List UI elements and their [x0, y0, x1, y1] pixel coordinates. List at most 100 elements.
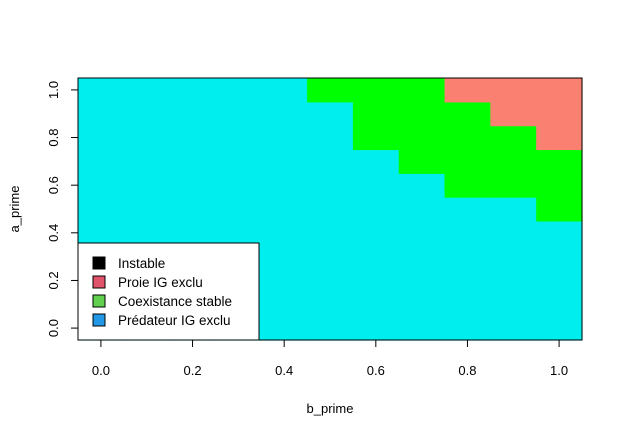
heatmap-cell: [215, 149, 262, 174]
heatmap-cell: [307, 125, 354, 151]
heatmap-cell: [352, 78, 400, 103]
x-tick-label: 0.8: [458, 363, 476, 378]
heatmap-cell: [490, 220, 537, 246]
heatmap-cell: [169, 197, 217, 222]
heatmap-cell: [444, 78, 491, 103]
heatmap-cell: [444, 268, 491, 293]
heatmap-cell: [261, 292, 308, 317]
y-axis: 0.0 0.2 0.4 0.6 0.8 1.0: [46, 81, 79, 337]
heatmap-cell: [398, 316, 446, 341]
heatmap-cell: [123, 220, 171, 246]
heatmap-cell: [123, 101, 171, 127]
y-tick-label: 0.4: [46, 224, 61, 242]
x-tick-label: 0.2: [184, 363, 202, 378]
x-axis: 0.0 0.2 0.4 0.6 0.8 1.0: [92, 339, 568, 378]
heatmap-cell: [536, 197, 583, 222]
heatmap-cell: [490, 268, 537, 293]
heatmap-cell: [352, 173, 400, 198]
legend-box: [77, 242, 260, 341]
heatmap-cell: [215, 197, 262, 222]
heatmap-cell: [261, 220, 308, 246]
heatmap-cell: [215, 220, 262, 246]
legend-label: Coexistance stable: [118, 294, 232, 309]
heatmap-cell: [261, 244, 308, 270]
legend-items: Instable Proie IG exclu Coexistance stable…: [92, 256, 232, 328]
heatmap-cell: [352, 292, 400, 317]
heatmap-cell: [169, 78, 217, 103]
heatmap-cell: [352, 316, 400, 341]
x-tick-label: 0.4: [275, 363, 293, 378]
heatmap-cell: [123, 173, 171, 198]
heatmap-cell: [536, 268, 583, 293]
heatmap-cell: [78, 149, 125, 174]
heatmap-cell: [307, 78, 354, 103]
heatmap-cell: [490, 197, 537, 222]
heatmap-cell: [307, 292, 354, 317]
heatmap-cell: [398, 149, 446, 174]
heatmap-cell: [261, 268, 308, 293]
heatmap-cell: [215, 125, 262, 151]
heatmap-cell: [536, 292, 583, 317]
legend: Instable Proie IG exclu Coexistance stable…: [77, 242, 260, 341]
heatmap-cell: [490, 78, 537, 103]
heatmap-cell: [536, 316, 583, 341]
heatmap-cell: [123, 149, 171, 174]
heatmap-cell: [352, 268, 400, 293]
heatmap-cell: [490, 316, 537, 341]
heatmap-cell: [352, 244, 400, 270]
heatmap-cell: [78, 220, 125, 246]
heatmap-cell: [352, 220, 400, 246]
heatmap-cell: [444, 292, 491, 317]
heatmap-cell: [169, 173, 217, 198]
heatmap-cell: [78, 197, 125, 222]
legend-label: Prédateur IG exclu: [118, 313, 231, 328]
y-tick-label: 1.0: [46, 81, 61, 99]
legend-swatch: [92, 275, 106, 289]
heatmap-cell: [490, 125, 537, 151]
heatmap-cell: [215, 173, 262, 198]
heatmap-cell: [536, 220, 583, 246]
heatmap-cell: [307, 220, 354, 246]
heatmap-cell: [398, 101, 446, 127]
x-axis-title: b_prime: [307, 401, 354, 416]
heatmap-cell: [444, 125, 491, 151]
legend-label: Instable: [118, 256, 165, 271]
heatmap-cell: [490, 173, 537, 198]
y-tick-label: 0.2: [46, 271, 61, 289]
heatmap-cell: [444, 220, 491, 246]
y-tick-label: 0.8: [46, 129, 61, 147]
heatmap-cell: [78, 78, 125, 103]
x-tick-label: 1.0: [550, 363, 568, 378]
heatmap-cell: [398, 78, 446, 103]
heatmap-cell: [261, 197, 308, 222]
heatmap-cell: [123, 197, 171, 222]
y-axis-title: a_prime: [7, 186, 22, 233]
x-tick-label: 0.6: [367, 363, 385, 378]
heatmap-cell: [307, 149, 354, 174]
heatmap-cell: [398, 268, 446, 293]
heatmap-cell: [490, 292, 537, 317]
heatmap-cell: [307, 316, 354, 341]
heatmap-cell: [444, 244, 491, 270]
legend-swatch: [92, 256, 106, 270]
heatmap-cell: [261, 78, 308, 103]
heatmap-cell: [490, 244, 537, 270]
heatmap-cell: [78, 173, 125, 198]
heatmap-cell: [78, 125, 125, 151]
heatmap-cell: [536, 125, 583, 151]
heatmap-cell: [444, 173, 491, 198]
legend-swatch: [92, 294, 106, 308]
heatmap-cell: [352, 101, 400, 127]
heatmap-cell: [490, 101, 537, 127]
heatmap-cell: [444, 149, 491, 174]
heatmap-cell: [78, 101, 125, 127]
heatmap-cell: [398, 220, 446, 246]
heatmap-cell: [398, 173, 446, 198]
heatmap-cell: [261, 316, 308, 341]
heatmap-cell: [123, 78, 171, 103]
heatmap-cell: [444, 101, 491, 127]
heatmap-cell: [261, 173, 308, 198]
y-tick-label: 0.0: [46, 319, 61, 337]
heatmap-cell: [536, 101, 583, 127]
